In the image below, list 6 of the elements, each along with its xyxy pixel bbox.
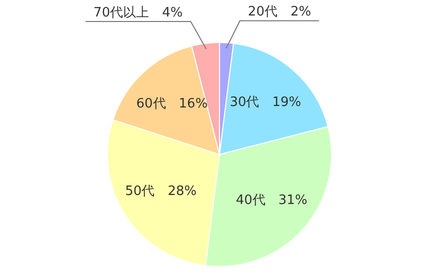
slice-label: 60代 16% [136, 96, 208, 112]
slice-label: 70代以上 4% [94, 5, 183, 20]
slice-label: 30代 19% [230, 94, 302, 110]
slice-label: 50代 28% [125, 184, 197, 200]
slice-label: 40代 31% [236, 192, 308, 208]
slice-label: 20代 2% [248, 4, 312, 20]
